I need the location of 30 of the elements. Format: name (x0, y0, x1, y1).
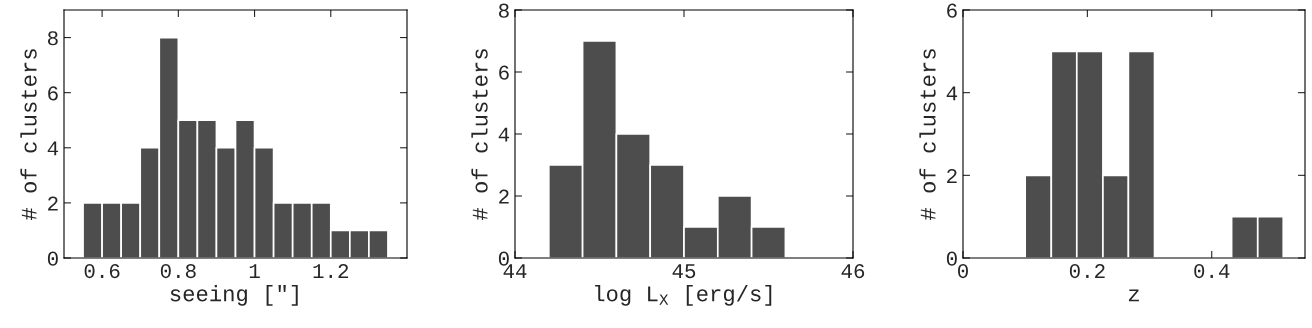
y-tick-label: 4 (946, 86, 958, 101)
y-tick-label: 0 (47, 251, 58, 266)
x-tick-label: 46 (841, 264, 865, 279)
y-tick-label: 6 (48, 86, 58, 101)
y-tick-label: 6 (499, 65, 509, 80)
y-tick-label: 0 (498, 251, 509, 266)
x-tick-label: 0.2 (1069, 264, 1105, 279)
x-tick-label: 44 (503, 264, 527, 278)
x-tick-label: 0.4 (1194, 264, 1230, 279)
y-axis-title: # of clusters (919, 49, 936, 221)
x-tick-label: 45 (672, 264, 696, 279)
x-axis-title: z (1128, 289, 1139, 302)
y-tick-label: 0 (946, 251, 957, 266)
y-tick-label: 8 (498, 3, 509, 18)
x-tick-label: 1.2 (313, 264, 349, 278)
y-tick-label: 6 (947, 3, 957, 18)
x-tick-label: 0.6 (84, 264, 120, 279)
y-tick-label: 2 (499, 189, 509, 204)
x-axis-title: log L$_{X}$ [erg/s] (595, 285, 772, 306)
y-tick-label: 4 (498, 127, 510, 142)
y-tick-label: 2 (48, 196, 58, 211)
y-axis-title: # of clusters (20, 49, 37, 221)
y-tick-label: 8 (47, 31, 58, 46)
y-tick-label: 4 (47, 141, 59, 156)
x-tick-label: 0 (958, 264, 968, 279)
y-tick-label: 2 (947, 168, 957, 183)
x-tick-label: 0.8 (160, 264, 196, 279)
y-axis-title: # of clusters (471, 49, 488, 221)
x-axis-title: seeing ["] (170, 285, 298, 306)
x-tick-label: 1 (249, 264, 260, 278)
